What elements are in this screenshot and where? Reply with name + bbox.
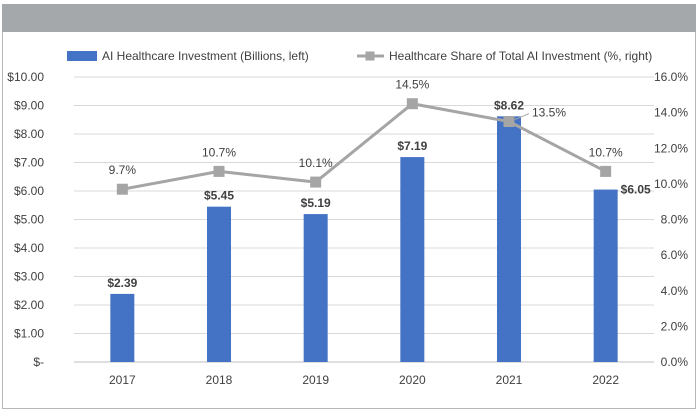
left-tick-label: $2.00 (14, 298, 44, 312)
right-tick-label: 8.0% (661, 213, 689, 227)
bar (110, 293, 135, 362)
x-tick-label: 2021 (496, 373, 523, 387)
line-data-label: 13.5% (532, 106, 566, 120)
bar (207, 206, 231, 362)
bar-data-label: $6.05 (621, 183, 651, 197)
bar (303, 214, 328, 362)
bar (400, 157, 425, 362)
left-tick-label: $- (33, 355, 44, 369)
right-tick-label: 14.0% (654, 106, 688, 120)
bar-data-label: $8.62 (494, 98, 524, 112)
right-axis: 0.0% 2.0% 4.0% 6.0% 8.0% 10.0% 12.0% 14.0% 16.0% (654, 70, 688, 369)
right-tick-label: 16.0% (654, 70, 688, 84)
x-tick-label: 2022 (592, 373, 619, 387)
x-tick-label: 2020 (399, 373, 426, 387)
data-labels: $2.39 $5.45 $5.19 $7.19 $8.62 $6.05 9.7% 10.7% 1… (107, 78, 651, 290)
x-axis: 2017 2018 2019 2020 2021 2022 (109, 373, 619, 387)
line-data-label: 10.7% (202, 145, 236, 159)
line-marker (310, 176, 322, 188)
line-data-label: 14.5% (395, 78, 429, 92)
bar-data-label: $2.39 (107, 276, 137, 290)
left-tick-label: $1.00 (14, 327, 44, 341)
line-marker (600, 165, 612, 177)
line-data-label: 10.7% (589, 145, 623, 159)
legend: AI Healthcare Investment (Billions, left… (67, 49, 652, 63)
left-tick-label: $4.00 (14, 241, 44, 255)
left-tick-label: $10.00 (7, 70, 44, 84)
bar-data-label: $5.45 (204, 189, 234, 203)
left-axis: $- $1.00 $2.00 $3.00 $4.00 $5.00 $6.00 $7.00 $8.… (7, 70, 44, 369)
legend-bar-label: AI Healthcare Investment (Billions, left… (102, 49, 309, 63)
line-marker (503, 116, 515, 128)
bar (593, 189, 618, 362)
right-tick-label: 4.0% (661, 284, 689, 298)
gridlines (74, 76, 654, 363)
line-data-label: 10.1% (299, 156, 333, 170)
left-tick-label: $3.00 (14, 270, 44, 284)
left-tick-label: $9.00 (14, 99, 44, 113)
bar-data-label: $7.19 (397, 139, 427, 153)
line-marker (213, 165, 225, 177)
right-tick-label: 10.0% (654, 177, 688, 191)
label-leader-line (514, 113, 530, 120)
line-marker (406, 98, 418, 110)
x-tick-label: 2017 (109, 373, 136, 387)
bar-data-label: $5.19 (301, 196, 331, 210)
right-tick-label: 0.0% (661, 355, 689, 369)
line-series (116, 98, 612, 195)
bar (497, 116, 521, 362)
left-tick-label: $8.00 (14, 127, 44, 141)
line-marker (116, 183, 128, 195)
legend-bar-swatch (67, 51, 97, 61)
left-tick-label: $7.00 (14, 156, 44, 170)
x-tick-label: 2018 (206, 373, 233, 387)
header-bar (2, 4, 696, 32)
series-line (122, 102, 607, 191)
line-data-label: 9.7% (109, 163, 137, 177)
bar-series (110, 116, 618, 362)
legend-line-label: Healthcare Share of Total AI Investment … (389, 49, 652, 63)
right-tick-label: 2.0% (661, 319, 689, 333)
left-tick-label: $5.00 (14, 213, 44, 227)
left-tick-label: $6.00 (14, 184, 44, 198)
right-tick-label: 6.0% (661, 248, 689, 262)
x-tick-label: 2019 (302, 373, 329, 387)
right-tick-label: 12.0% (654, 141, 688, 155)
legend-line-marker (365, 51, 375, 61)
